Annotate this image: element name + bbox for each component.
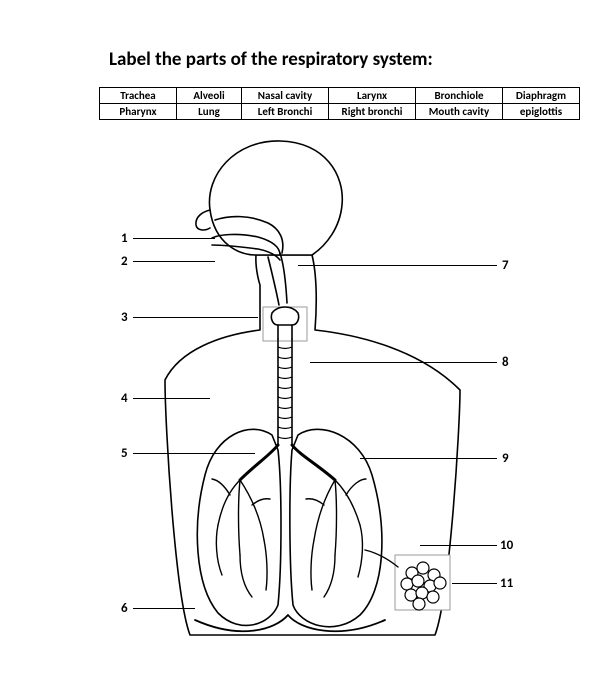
word-cell: Diaphragm xyxy=(503,88,580,104)
leader-line xyxy=(133,261,215,262)
label-number: 3 xyxy=(121,310,128,325)
leader-line xyxy=(133,453,255,454)
leader-line xyxy=(420,545,497,546)
word-cell: Pharynx xyxy=(100,104,177,120)
leader-line xyxy=(133,398,210,399)
word-cell: Lung xyxy=(177,104,242,120)
word-cell: epiglottis xyxy=(503,104,580,120)
label-number: 4 xyxy=(121,391,128,406)
word-cell: Trachea xyxy=(100,88,177,104)
label-number: 7 xyxy=(502,258,509,273)
table-row: Pharynx Lung Left Bronchi Right bronchi … xyxy=(100,104,580,120)
leader-line xyxy=(310,362,497,363)
worksheet-title: Label the parts of the respiratory syste… xyxy=(109,48,433,71)
label-number: 11 xyxy=(500,576,513,591)
leader-line xyxy=(298,265,497,266)
word-cell: Mouth cavity xyxy=(416,104,503,120)
leader-line xyxy=(133,317,258,318)
word-cell: Bronchiole xyxy=(416,88,503,104)
label-number: 8 xyxy=(502,355,509,370)
table-row: Trachea Alveoli Nasal cavity Larynx Bron… xyxy=(100,88,580,104)
label-number: 6 xyxy=(121,601,128,616)
label-number: 5 xyxy=(121,446,128,461)
respiratory-diagram xyxy=(160,135,465,655)
leader-line xyxy=(452,583,497,584)
word-cell: Larynx xyxy=(329,88,416,104)
word-cell: Nasal cavity xyxy=(242,88,329,104)
leader-line xyxy=(360,458,497,459)
label-number: 10 xyxy=(500,538,513,553)
word-bank-table: Trachea Alveoli Nasal cavity Larynx Bron… xyxy=(99,87,580,120)
label-number: 2 xyxy=(121,254,128,269)
worksheet-page: { "title": { "text": "Label the parts of… xyxy=(0,0,592,700)
word-cell: Left Bronchi xyxy=(242,104,329,120)
label-number: 9 xyxy=(502,451,509,466)
word-cell: Right bronchi xyxy=(329,104,416,120)
label-number: 1 xyxy=(121,231,128,246)
word-cell: Alveoli xyxy=(177,88,242,104)
respiratory-svg xyxy=(160,135,465,650)
leader-line xyxy=(133,238,215,239)
leader-line xyxy=(133,608,195,609)
